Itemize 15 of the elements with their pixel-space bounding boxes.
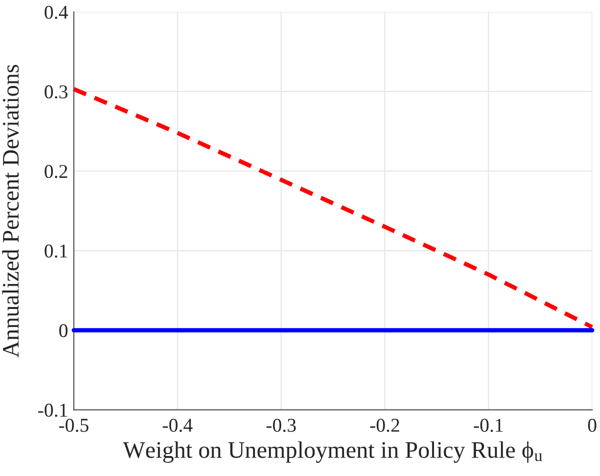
y-tick-label: 0.2 [44, 164, 68, 178]
y-tick-label: 0.4 [44, 6, 68, 19]
y-tick-label: 0.1 [44, 244, 68, 258]
x-tick-label: -0.1 [474, 418, 503, 432]
x-tick-label: -0.4 [162, 418, 193, 432]
x-axis-title: Weight on Unemployment in Policy Rule ϕ$_{u}$ [122, 441, 542, 463]
x-tick-label: 0 [588, 418, 596, 432]
y-tick-label: -0.1 [38, 404, 68, 417]
x-tick-label: -0.5 [59, 418, 88, 432]
y-tick-label: 0.3 [44, 85, 68, 99]
x-tick-label: -0.3 [266, 418, 296, 432]
y-tick-label: 0 [59, 324, 68, 338]
line-series [72, 87, 594, 330]
x-tick-label: -0.2 [370, 418, 400, 432]
y-axis-title: Annualized Percent Deviations [2, 64, 19, 358]
